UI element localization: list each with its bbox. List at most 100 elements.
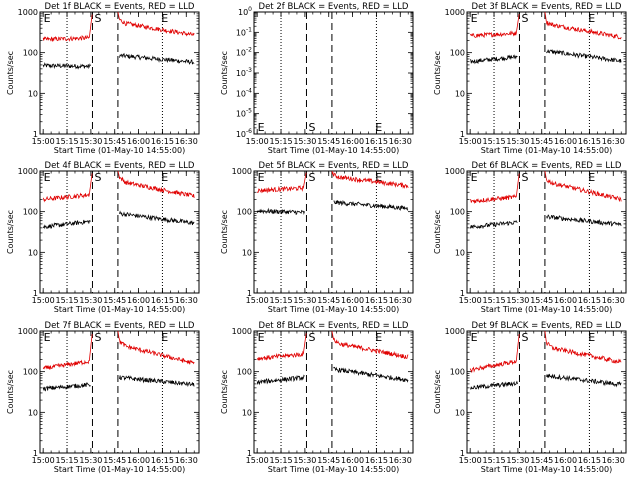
chart-title: Det 6f BLACK = Events, RED = LLD bbox=[472, 161, 622, 171]
events-series-line bbox=[42, 62, 91, 70]
y-tick-label: 100 bbox=[23, 208, 38, 217]
event-marker-e: E bbox=[161, 12, 168, 25]
y-tick-label: 10 bbox=[28, 89, 38, 98]
plot-frame bbox=[253, 170, 414, 294]
chart-panel-2: Det 2f BLACK = Events, RED = LLD 100 10-1 1… bbox=[220, 2, 414, 155]
chart-panel-4: Det 4f BLACK = Events, RED = LLD 1 10 100 10… bbox=[6, 161, 200, 314]
event-marker-e: E bbox=[375, 331, 382, 344]
event-marker-e: E bbox=[44, 171, 51, 184]
events-series-line bbox=[333, 199, 409, 211]
x-tick-label: 16:00 bbox=[341, 296, 364, 305]
events-series-line bbox=[546, 373, 622, 388]
events-series-line bbox=[470, 380, 518, 391]
y-tick-exponent: -1 bbox=[246, 26, 252, 33]
chart-panel-1: Det 1f BLACK = Events, RED = LLD 1 10 100 10… bbox=[6, 2, 200, 155]
y-tick-label: 100 bbox=[450, 208, 465, 217]
x-tick-label: 15:30 bbox=[506, 456, 529, 465]
chart-title: Det 5f BLACK = Events, RED = LLD bbox=[259, 161, 409, 171]
lld-series-line bbox=[469, 14, 520, 39]
events-series-line bbox=[42, 382, 91, 392]
x-tick-label: 15:30 bbox=[79, 137, 102, 146]
y-tick-label: 1000 bbox=[445, 167, 465, 176]
events-series-line bbox=[469, 220, 518, 230]
y-tick-label: 1 bbox=[460, 289, 465, 298]
x-tick-label: 16:15 bbox=[365, 137, 388, 146]
y-tick-exponent: 0 bbox=[248, 6, 252, 13]
event-marker-e: E bbox=[161, 331, 168, 344]
x-tick-label: 16:00 bbox=[127, 137, 150, 146]
plot-frame bbox=[39, 170, 200, 294]
x-tick-label: 16:00 bbox=[554, 456, 577, 465]
x-tick-label: 15:00 bbox=[459, 137, 482, 146]
events-series-line bbox=[546, 49, 622, 63]
x-tick-label: 15:00 bbox=[246, 456, 269, 465]
x-tick-label: 15:00 bbox=[32, 137, 55, 146]
event-marker-e: E bbox=[588, 171, 595, 184]
event-marker-s: S bbox=[308, 171, 315, 184]
plot-frame bbox=[466, 330, 627, 454]
y-tick-label: 100 bbox=[450, 49, 465, 58]
events-series-line bbox=[546, 214, 622, 227]
chart-title: Det 4f BLACK = Events, RED = LLD bbox=[45, 161, 195, 171]
chart-title: Det 1f BLACK = Events, RED = LLD bbox=[45, 2, 195, 12]
y-tick-label: 100 bbox=[237, 368, 252, 377]
y-axis-label: Counts/sec bbox=[6, 51, 15, 95]
event-marker-e: E bbox=[588, 12, 595, 25]
events-series-line bbox=[119, 52, 195, 65]
lld-series-line bbox=[117, 171, 195, 198]
y-tick-label: 1000 bbox=[18, 167, 38, 176]
lld-series-line bbox=[42, 14, 93, 42]
x-tick-label: 15:15 bbox=[55, 456, 78, 465]
y-tick-label: 10-6 bbox=[236, 128, 252, 139]
lld-series-line bbox=[117, 12, 195, 37]
lld-series-line bbox=[256, 333, 307, 361]
lld-series-line bbox=[331, 171, 409, 189]
y-tick-label: 1000 bbox=[232, 327, 252, 336]
lld-series-line bbox=[117, 331, 195, 365]
x-axis-label: Start Time (01-May-10 14:55:00) bbox=[268, 465, 399, 474]
event-marker-e: E bbox=[258, 331, 265, 344]
x-tick-label: 16:15 bbox=[151, 296, 174, 305]
x-axis-label: Start Time (01-May-10 14:55:00) bbox=[54, 146, 185, 155]
lld-series-line bbox=[470, 173, 520, 205]
y-tick-label: 100 bbox=[23, 49, 38, 58]
x-tick-label: 15:00 bbox=[246, 296, 269, 305]
x-tick-label: 16:00 bbox=[554, 296, 577, 305]
y-tick-label: 10 bbox=[242, 408, 252, 417]
y-tick-label: 10-1 bbox=[236, 26, 252, 37]
x-tick-label: 16:00 bbox=[554, 137, 577, 146]
plot-frame bbox=[253, 11, 414, 135]
x-tick-label: 15:45 bbox=[530, 456, 553, 465]
x-tick-label: 16:30 bbox=[602, 296, 625, 305]
y-axis-label: Counts/sec bbox=[6, 370, 15, 414]
y-tick-label: 100 bbox=[237, 208, 252, 217]
event-marker-e: E bbox=[44, 12, 51, 25]
event-marker-e: E bbox=[375, 121, 382, 134]
x-tick-label: 15:45 bbox=[103, 137, 126, 146]
x-tick-label: 15:15 bbox=[269, 137, 292, 146]
chart-panel-3: Det 3f BLACK = Events, RED = LLD 1 10 100 10… bbox=[433, 2, 627, 155]
y-tick-label: 100 bbox=[238, 6, 252, 17]
plot-frame bbox=[39, 330, 200, 454]
events-series-line bbox=[43, 219, 91, 230]
x-tick-label: 16:00 bbox=[127, 296, 150, 305]
x-tick-label: 15:30 bbox=[79, 296, 102, 305]
lld-series-line bbox=[331, 331, 409, 360]
x-tick-label: 16:30 bbox=[602, 137, 625, 146]
y-tick-exponent: -3 bbox=[246, 67, 252, 74]
event-marker-e: E bbox=[588, 331, 595, 344]
lld-series-line bbox=[42, 173, 93, 203]
x-tick-label: 15:15 bbox=[269, 296, 292, 305]
event-marker-e: E bbox=[375, 171, 382, 184]
x-tick-label: 15:30 bbox=[293, 137, 316, 146]
chart-panel-9: Det 9f BLACK = Events, RED = LLD 1 10 100 10… bbox=[433, 321, 627, 474]
x-axis-label: Start Time (01-May-10 14:55:00) bbox=[481, 146, 612, 155]
x-tick-label: 15:30 bbox=[506, 296, 529, 305]
event-marker-e: E bbox=[258, 171, 265, 184]
event-marker-e: E bbox=[471, 331, 478, 344]
x-axis-label: Start Time (01-May-10 14:55:00) bbox=[54, 465, 185, 474]
plot-frame bbox=[253, 330, 414, 454]
chart-title: Det 9f BLACK = Events, RED = LLD bbox=[472, 321, 622, 331]
y-axis-label: Counts/sec bbox=[220, 210, 229, 254]
x-axis-label: Start Time (01-May-10 14:55:00) bbox=[54, 305, 185, 314]
